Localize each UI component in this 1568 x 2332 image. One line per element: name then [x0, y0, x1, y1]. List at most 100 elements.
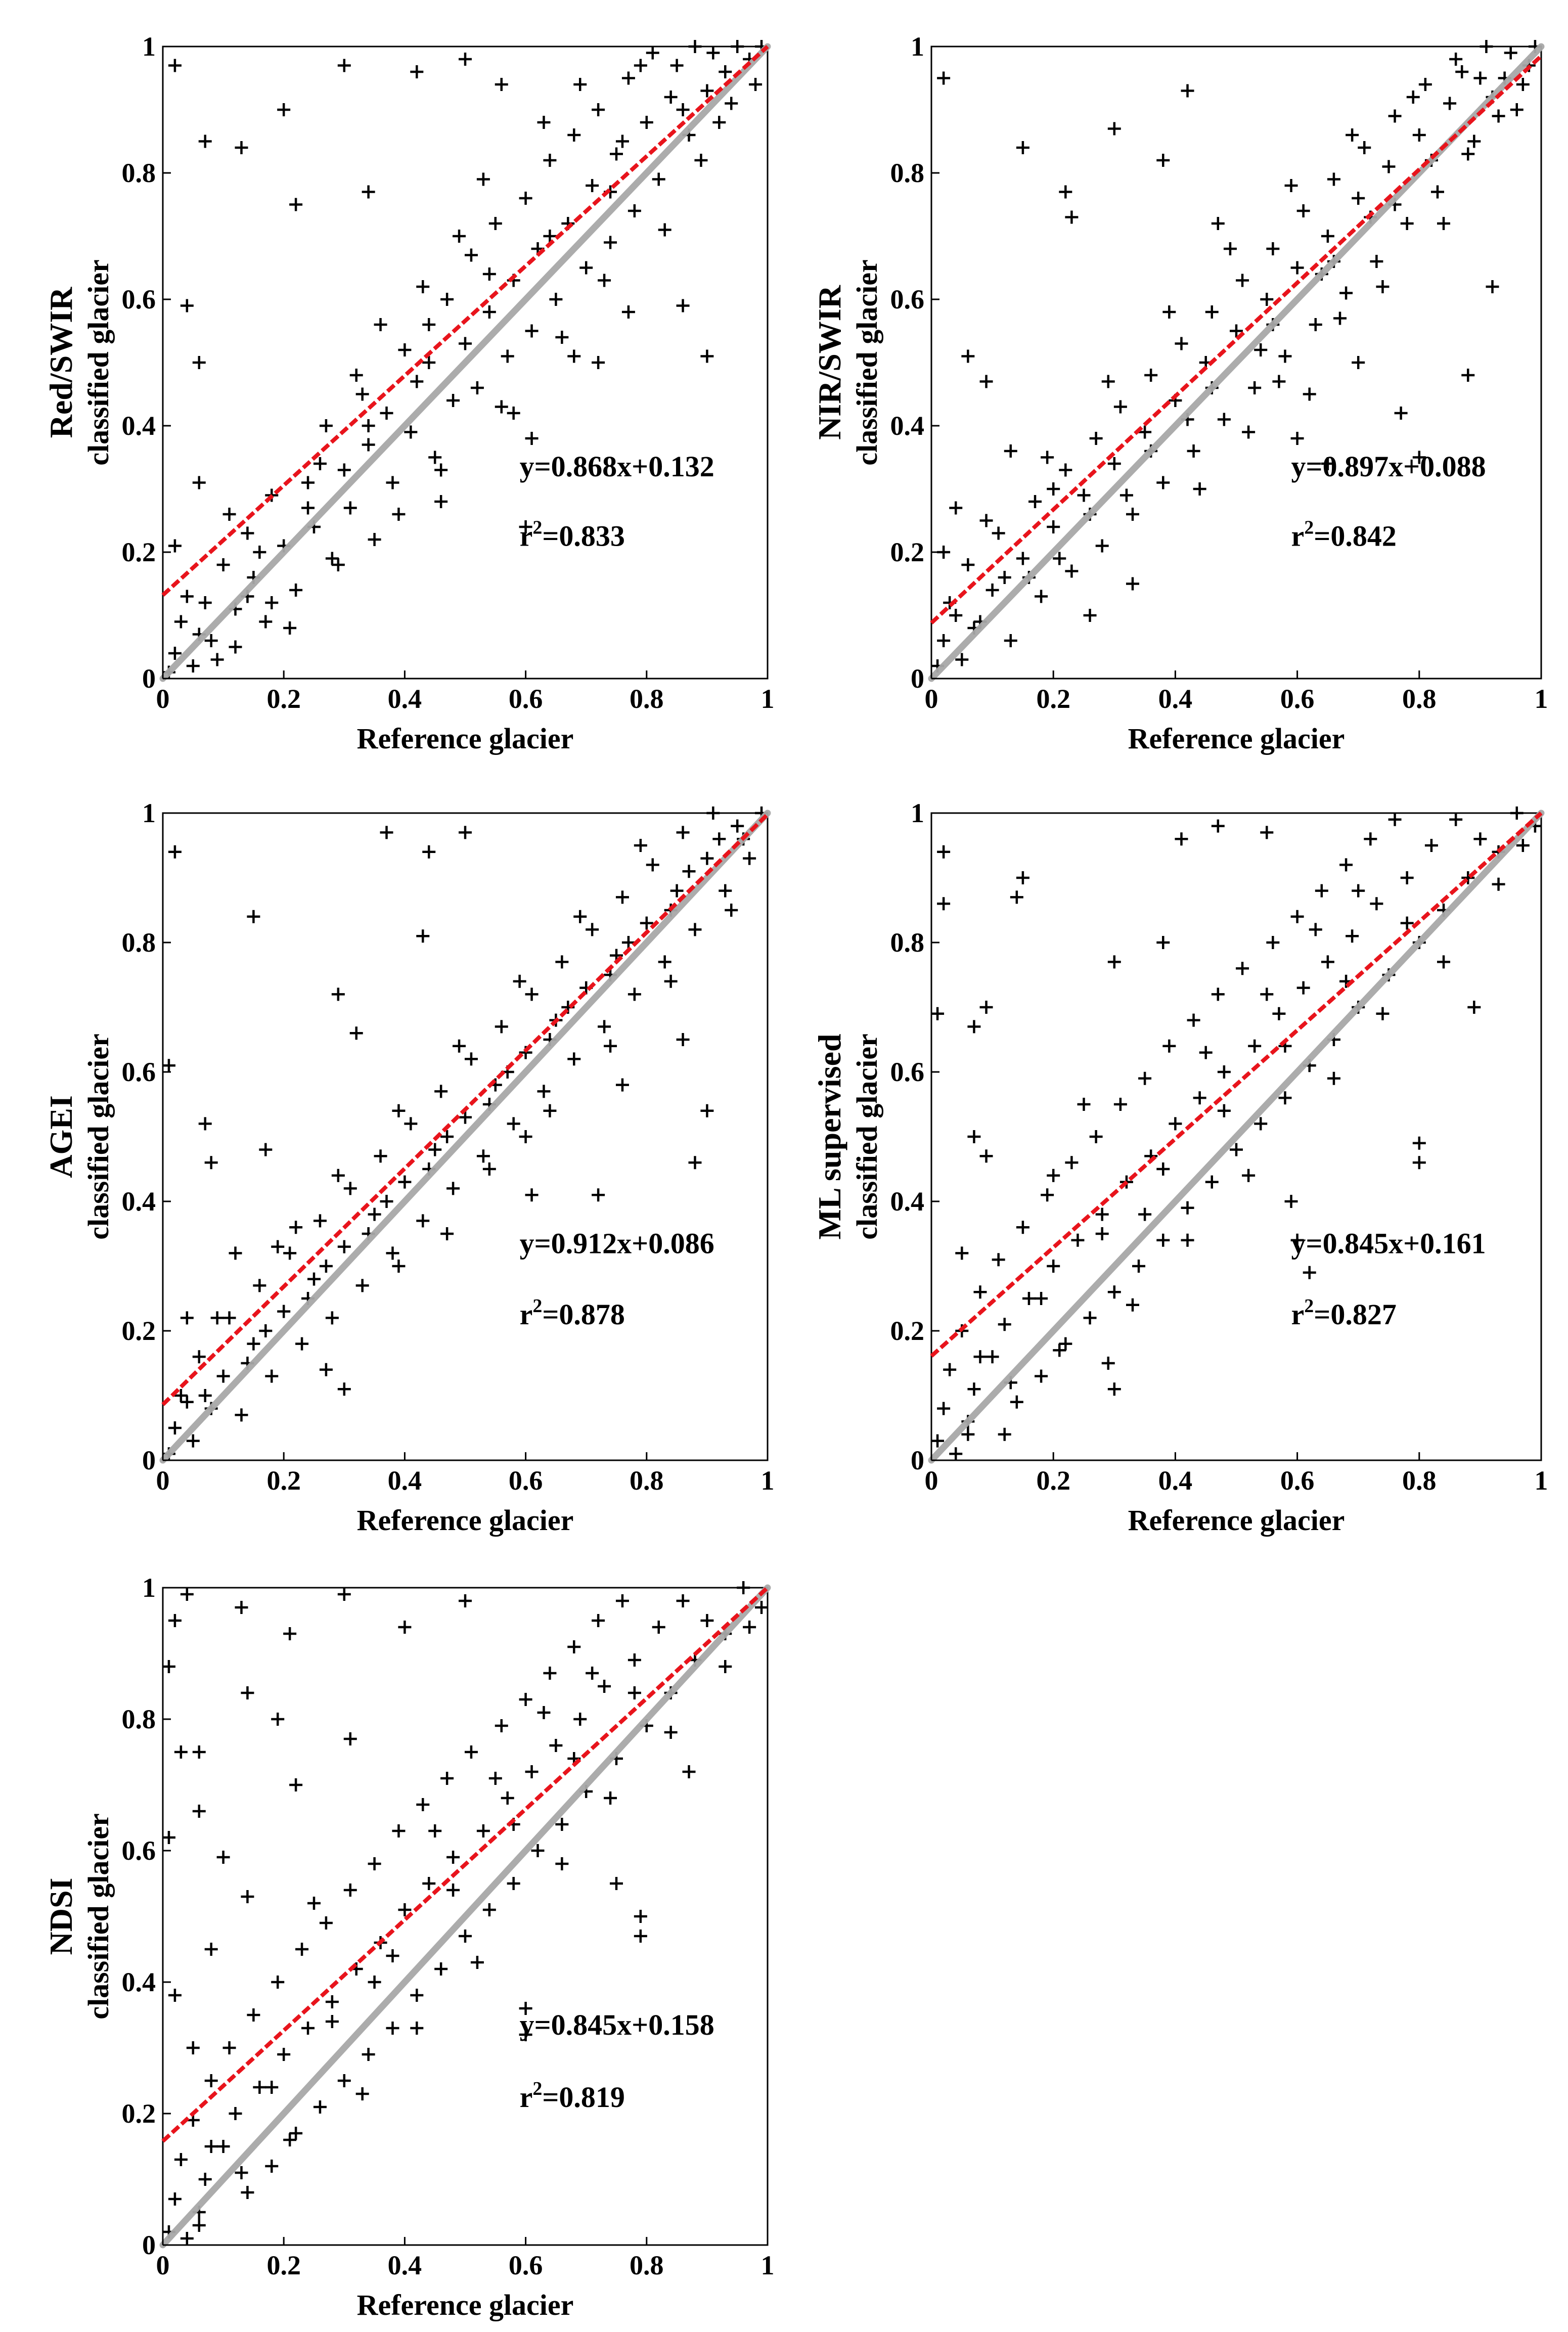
r-squared-label: r2=0.878 — [520, 1295, 625, 1331]
data-point — [979, 1001, 993, 1014]
data-point — [621, 936, 635, 949]
data-point — [998, 571, 1011, 584]
data-point — [519, 2028, 532, 2041]
data-point — [1254, 343, 1268, 356]
y-tick-label: 1 — [911, 798, 924, 828]
data-point — [973, 1350, 987, 1364]
data-point — [979, 1149, 993, 1163]
data-point — [482, 267, 496, 281]
y-tick-label: 0 — [142, 1445, 156, 1475]
data-point — [283, 1627, 297, 1640]
x-tick-label: 0.2 — [266, 2250, 301, 2280]
data-point — [670, 59, 684, 72]
r-squared-label: r2=0.833 — [520, 517, 625, 553]
data-point — [979, 514, 993, 527]
data-point — [1290, 432, 1304, 445]
data-point — [495, 78, 508, 91]
data-point — [295, 1337, 309, 1351]
data-point — [319, 1916, 333, 1930]
data-point — [459, 1930, 472, 1943]
data-point — [598, 1680, 611, 1693]
data-point — [652, 1621, 665, 1634]
x-axis-label: Reference glacier — [1128, 722, 1345, 755]
data-point — [198, 1117, 212, 1131]
data-point — [1449, 813, 1463, 826]
data-point — [210, 1311, 224, 1325]
data-point — [1041, 1188, 1054, 1202]
data-point — [235, 2166, 248, 2179]
data-point — [495, 1020, 508, 1034]
data-point — [488, 1772, 502, 1785]
data-point — [1162, 305, 1176, 319]
data-point — [1004, 444, 1017, 458]
data-point — [700, 349, 714, 363]
data-point — [749, 78, 763, 91]
data-point — [380, 1195, 393, 1208]
y-tick-label: 0.8 — [122, 158, 156, 188]
data-point — [325, 552, 339, 565]
data-point — [253, 1279, 266, 1292]
data-point — [289, 198, 303, 211]
data-point — [1346, 128, 1359, 142]
data-point — [670, 884, 684, 898]
data-point — [543, 1667, 557, 1680]
regression-equation: y=0.897x+0.088 — [1291, 450, 1486, 483]
data-point — [1358, 141, 1371, 154]
data-point — [229, 1246, 242, 1260]
data-point — [1035, 1369, 1048, 1383]
data-point — [459, 826, 472, 839]
x-tick-label: 0.2 — [1036, 684, 1070, 714]
x-tick-label: 0 — [156, 684, 170, 714]
y-tick-label: 0.8 — [890, 927, 925, 958]
data-point — [992, 1253, 1005, 1267]
data-point — [313, 1214, 327, 1228]
data-point — [1217, 1104, 1231, 1117]
data-point — [1230, 1143, 1243, 1156]
identity-line — [928, 810, 1545, 1464]
data-point — [210, 653, 224, 666]
data-point — [1205, 1175, 1219, 1189]
data-point — [586, 179, 599, 192]
data-point — [235, 1601, 248, 1614]
data-point — [368, 533, 381, 546]
y-tick-label: 0.2 — [890, 537, 925, 567]
y-tick-label: 0.4 — [122, 411, 156, 441]
data-point — [1315, 884, 1328, 898]
x-tick-label: 0.2 — [266, 1465, 301, 1496]
data-point — [495, 1719, 508, 1732]
data-point — [719, 1660, 732, 1673]
data-point — [1284, 1195, 1298, 1208]
data-point — [1254, 1117, 1268, 1131]
data-point — [610, 1877, 623, 1890]
data-point — [725, 904, 738, 917]
data-point — [410, 1989, 424, 2002]
data-point — [1065, 564, 1079, 578]
data-point — [1113, 400, 1127, 414]
x-tick-label: 1 — [761, 2250, 775, 2280]
data-point — [1400, 217, 1414, 230]
data-point — [525, 1188, 539, 1202]
data-point — [1364, 832, 1377, 846]
x-tick-label: 0.2 — [266, 684, 301, 714]
data-point — [1461, 871, 1475, 884]
y-axis-index-label: NIR/SWIR — [812, 285, 847, 440]
data-point — [331, 988, 345, 1001]
data-point — [1352, 356, 1365, 369]
data-point — [1181, 1201, 1194, 1215]
data-point — [640, 116, 653, 129]
data-point — [1376, 280, 1390, 293]
data-point — [1461, 369, 1475, 382]
x-tick-label: 0.8 — [1402, 684, 1437, 714]
data-point — [610, 147, 623, 161]
data-point — [470, 1956, 484, 1969]
data-point — [1065, 1156, 1079, 1170]
data-point — [507, 407, 520, 420]
data-point — [459, 1110, 472, 1124]
data-point — [1156, 1233, 1170, 1247]
data-point — [731, 819, 744, 833]
data-point — [174, 615, 188, 629]
x-tick-label: 0.4 — [388, 1465, 422, 1496]
data-point — [1242, 1169, 1256, 1182]
data-point — [1175, 832, 1188, 846]
data-point — [277, 2048, 291, 2061]
